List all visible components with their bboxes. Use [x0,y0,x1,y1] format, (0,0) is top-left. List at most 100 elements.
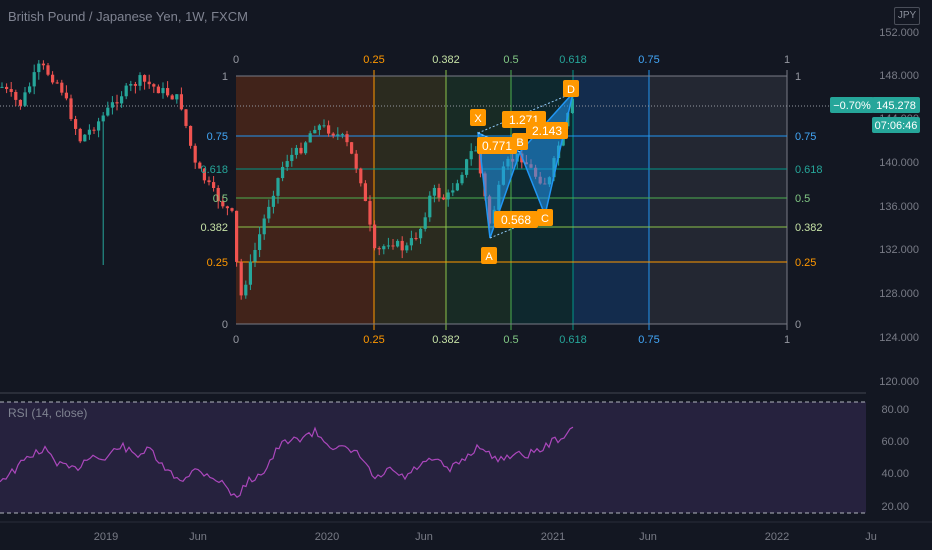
fib-price-right-labels: 1 0.75 0.618 0.5 0.382 0.25 0 [795,71,823,331]
candle-body [446,192,450,200]
symbol-title[interactable]: British Pound / Japanese Yen, 1W, FXCM [8,9,248,24]
fib-price-left-labels: 1 0.75 0.618 0.5 0.382 0.25 0 [200,71,228,331]
candle-body [460,174,464,184]
time-axis[interactable]: 2019 Jun 2020 Jun 2021 Jun 2022 Ju [94,531,877,543]
candle-body [262,218,266,235]
point-a-label: A [481,247,497,264]
candle-body [184,109,188,126]
ratio-0771-label: 0.771 [477,137,517,154]
candle-body [120,96,124,104]
candle-body [110,102,114,108]
ratio-2143-label: 2.143 [526,122,568,139]
pattern-ratio-labels: 1.271 0.771 2.143 0.568 [477,111,568,228]
candle-body [317,125,321,130]
fib-price-left-025: 0.25 [207,257,228,269]
fib-price-left-075: 0.75 [207,131,228,143]
fib-price-right-025: 0.25 [795,257,816,269]
candle-body [391,245,395,247]
candle-body [258,234,262,250]
candle-body [469,151,473,160]
candle-body [271,195,275,207]
candle-body [267,206,271,219]
time-label-2019: 2019 [94,531,118,543]
candle-body [175,94,179,100]
candle-body [23,92,27,106]
fib-time-top-0: 0 [233,54,239,66]
candle-body [340,134,344,136]
fib-price-left-0: 0 [222,319,228,331]
candle-body [221,201,225,207]
candle-body [373,224,377,249]
candle-body [419,228,423,239]
fib-time-bottom-0382: 0.382 [432,334,460,346]
candle-body [400,240,404,251]
candle-body [405,245,409,251]
fib-price-left-1: 1 [222,71,228,83]
candle-body [354,153,358,169]
candle-body [46,65,50,75]
fib-time-top-0382: 0.382 [432,54,460,66]
fib-price-left-0618: 0.618 [200,164,228,176]
candle-body [133,84,137,86]
candle-body [294,147,298,155]
candle-body [308,133,312,143]
time-label-jun-2022: Ju [865,531,877,543]
time-label-jun-2020: Jun [415,531,433,543]
point-d-label: D [563,80,579,97]
candle-body [32,72,36,87]
rsi-label-80: 80.00 [881,404,909,416]
fib-time-top-1: 1 [784,54,790,66]
price-axis[interactable]: 152.000 148.000 144.000 140.000 136.000 … [879,27,919,388]
candle-body [69,98,73,120]
price-label-136: 136.000 [879,201,919,213]
rsi-label-60: 60.00 [881,436,909,448]
candle-body [207,180,211,183]
candle-body [37,63,41,73]
time-label-jun-2019: Jun [189,531,207,543]
fib-price-right-0618: 0.618 [795,164,823,176]
rsi-indicator-label[interactable]: RSI (14, close) [8,406,88,420]
candle-body [225,206,229,209]
candle-body [198,162,202,169]
candle-body [55,82,59,84]
fib-time-top-025: 0.25 [363,54,384,66]
svg-text:B: B [516,137,523,149]
candle-body [216,187,220,202]
candle-body [368,201,372,225]
candle-body [179,94,183,110]
candle-body [74,119,78,129]
candle-body [331,133,335,136]
candle-body [414,238,418,240]
candle-body [566,113,570,127]
candle-body [147,81,151,85]
fib-price-right-0382: 0.382 [795,222,823,234]
rsi-pane[interactable] [0,401,866,514]
candle-body [327,125,331,134]
fib-time-bottom-05: 0.5 [503,334,518,346]
candle-body [442,197,446,200]
fib-time-bottom-0618: 0.618 [559,334,587,346]
candle-body [290,154,294,162]
candle-body [313,129,317,134]
svg-text:−0.70%: −0.70% [833,100,871,112]
candle-body [97,121,101,131]
candle-body [51,74,55,83]
candle-body [5,86,9,90]
candle-body [322,125,326,127]
price-label-124: 124.000 [879,332,919,344]
candle-body [299,147,303,154]
candle-body [363,183,367,202]
price-label-148: 148.000 [879,70,919,82]
fib-price-right-05: 0.5 [795,193,810,205]
candle-body [87,129,91,135]
rsi-axis[interactable]: 80.00 60.00 40.00 20.00 [881,404,909,513]
currency-button[interactable]: JPY [894,7,920,25]
candle-body [437,187,441,198]
fib-time-bottom-1: 1 [784,334,790,346]
candle-body [386,245,390,247]
candle-body [78,128,82,142]
change-tag: −0.70% [830,97,874,113]
svg-text:A: A [485,251,493,263]
fib-time-bottom-025: 0.25 [363,334,384,346]
